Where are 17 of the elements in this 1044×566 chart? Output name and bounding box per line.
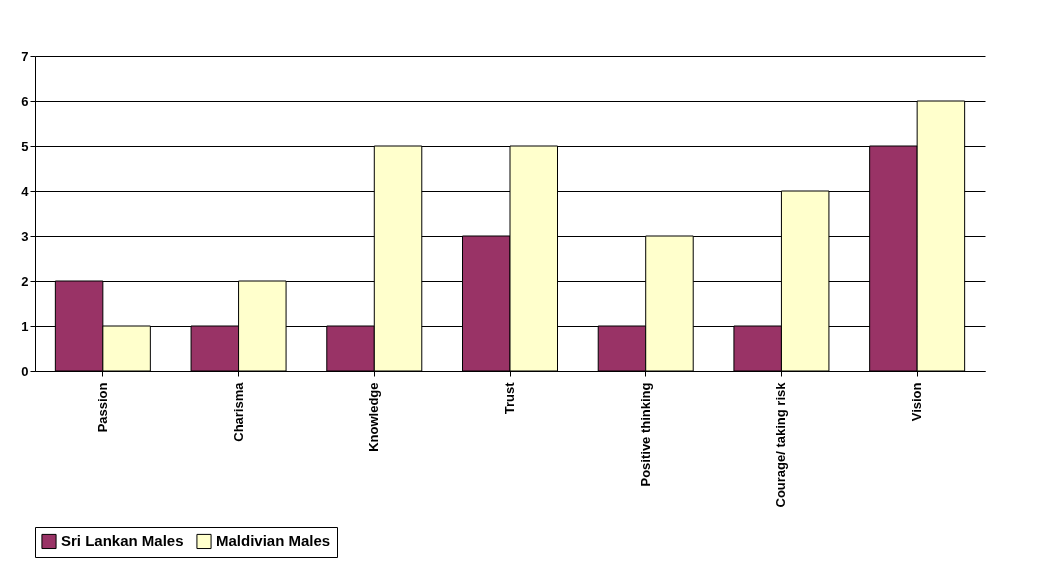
- x-tick-label: Vision: [909, 382, 925, 422]
- y-tick-label: 5: [21, 138, 29, 154]
- y-tick-label: 6: [21, 93, 29, 109]
- x-tick-label: Charisma: [230, 381, 246, 442]
- x-tick-label: Trust: [502, 381, 517, 415]
- legend-label: Maldivian Males: [216, 532, 331, 550]
- x-tick-label: Positive thinking: [637, 382, 653, 487]
- x-tick-label: Courage/ taking risk: [773, 381, 789, 508]
- y-tick-label: 7: [21, 48, 29, 64]
- y-tick-label: 4: [21, 183, 30, 199]
- x-tick-label: Knowledge: [366, 382, 382, 452]
- y-tick-label: 1: [21, 318, 29, 334]
- x-tick-label: Passion: [94, 382, 110, 433]
- y-tick-label: 0: [21, 363, 29, 379]
- legend-label: Sri Lankan Males: [61, 532, 184, 550]
- y-tick-label: 3: [21, 228, 29, 244]
- y-tick-label: 2: [21, 273, 29, 289]
